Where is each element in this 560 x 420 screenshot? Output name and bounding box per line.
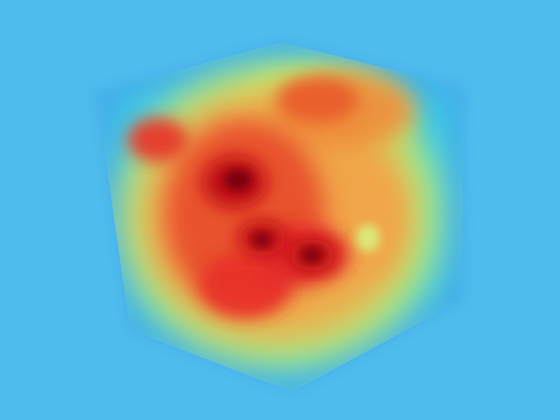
- density-peak-1: [224, 169, 252, 191]
- density-blob-left: [128, 118, 188, 162]
- density-peak-3: [302, 248, 322, 262]
- density-field: [112, 56, 452, 380]
- density-cavity-right: [356, 224, 380, 252]
- density-blob-ne: [278, 78, 358, 122]
- density-peak-2: [253, 233, 271, 247]
- volume-cube: [96, 42, 464, 392]
